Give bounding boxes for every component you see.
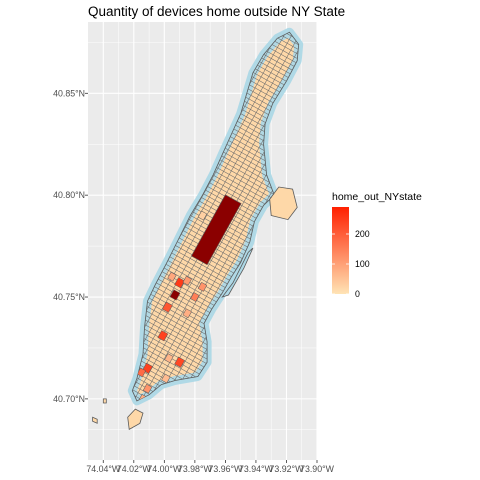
governors-island xyxy=(127,408,144,431)
zone xyxy=(182,275,192,286)
legend-ticks xyxy=(332,233,349,295)
legend-label: 100 xyxy=(355,259,370,269)
x-tick-label: 73.90°W xyxy=(300,464,335,474)
zone-boundary xyxy=(132,168,299,363)
zone xyxy=(161,373,171,384)
zone-boundary xyxy=(132,175,299,370)
zone xyxy=(197,210,208,221)
x-tick-label: 73.96°W xyxy=(208,464,243,474)
zone-boundary xyxy=(132,94,299,290)
zone xyxy=(174,277,185,289)
zone xyxy=(136,367,147,378)
chart-title: Quantity of devices home outside NY Stat… xyxy=(88,4,345,19)
zone xyxy=(197,281,208,292)
x-tick-label: 74.02°W xyxy=(117,464,152,474)
x-tick-label: 73.98°W xyxy=(178,464,213,474)
zone-central-park xyxy=(190,194,242,266)
zone-boundary xyxy=(132,76,299,271)
x-tick-label: 73.92°W xyxy=(270,464,305,474)
zone-boundary xyxy=(132,241,299,401)
zone-boundary xyxy=(132,256,299,401)
zone xyxy=(182,308,192,319)
y-axis: 40.70°N 40.75°N 40.80°N 40.85°N xyxy=(53,88,88,404)
zone xyxy=(169,289,181,301)
zone xyxy=(164,353,174,363)
zone-boundary xyxy=(132,79,299,275)
zone-boundary xyxy=(132,98,299,293)
zone-boundary xyxy=(132,72,299,267)
zone-boundary xyxy=(132,186,299,381)
zone-boundary xyxy=(132,259,299,401)
zone-boundary xyxy=(132,164,299,359)
liberty-island xyxy=(92,416,98,424)
y-tick-label: 40.75°N xyxy=(53,292,85,302)
x-tick-label: 73.94°W xyxy=(239,464,274,474)
legend: home_out_NYstate 0 100 200 xyxy=(332,191,422,299)
zone xyxy=(167,271,177,282)
randalls-island xyxy=(269,186,298,221)
zone-boundary xyxy=(132,87,299,282)
zone-boundary xyxy=(132,90,299,286)
x-axis: 74.04°W 74.02°W 74.00°W 73.98°W 73.96°W … xyxy=(86,460,335,474)
legend-colorbar xyxy=(332,207,349,294)
zone-boundary xyxy=(132,245,299,401)
zone-boundary xyxy=(132,171,299,367)
zone xyxy=(190,292,200,302)
zone-boundary xyxy=(132,68,299,264)
zone-boundary xyxy=(132,248,299,401)
legend-title: home_out_NYstate xyxy=(332,191,422,203)
ellis-island xyxy=(102,398,107,404)
zone xyxy=(162,301,173,313)
legend-label: 0 xyxy=(355,289,360,299)
zone-boundary xyxy=(132,83,299,279)
x-tick-label: 74.00°W xyxy=(147,464,182,474)
y-tick-label: 40.80°N xyxy=(53,190,85,200)
zone xyxy=(157,330,169,342)
zone xyxy=(174,356,185,368)
x-tick-label: 74.04°W xyxy=(86,464,121,474)
zone xyxy=(142,383,153,394)
zone-boundary xyxy=(132,179,299,374)
y-tick-label: 40.70°N xyxy=(53,394,85,404)
zone-boundary xyxy=(132,252,299,401)
y-tick-label: 40.85°N xyxy=(53,88,85,98)
legend-label: 200 xyxy=(355,229,370,239)
roosevelt-island xyxy=(221,247,254,298)
